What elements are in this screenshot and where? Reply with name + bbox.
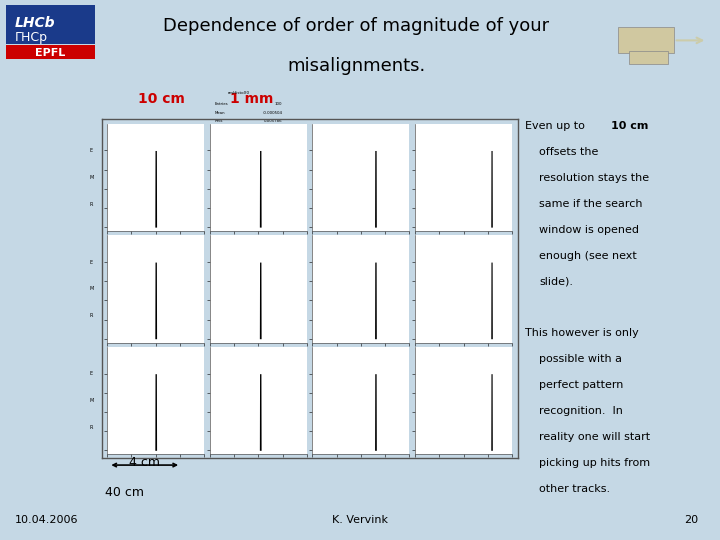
Text: K. Vervink: K. Vervink — [332, 515, 388, 525]
Text: R: R — [90, 201, 93, 207]
Text: 100: 100 — [275, 102, 282, 106]
Bar — [629, 51, 668, 64]
Text: M: M — [90, 286, 94, 292]
Text: LHCb: LHCb — [15, 16, 55, 30]
Text: 10 cm: 10 cm — [138, 92, 185, 105]
Text: E: E — [90, 148, 93, 153]
Text: EPFL: EPFL — [35, 48, 66, 58]
Text: R: R — [90, 313, 93, 318]
Text: R: R — [90, 425, 93, 430]
Bar — [6, 5, 95, 44]
Text: M: M — [90, 398, 94, 403]
Text: Dependence of order of magnitude of your: Dependence of order of magnitude of your — [163, 17, 549, 35]
Text: recognition.  In: recognition. In — [539, 406, 624, 416]
Bar — [618, 27, 674, 53]
Text: reality one will start: reality one will start — [539, 432, 651, 442]
Text: ΓHCp: ΓHCp — [15, 31, 48, 44]
Text: other tracks.: other tracks. — [539, 484, 611, 494]
Text: misalignments.: misalignments. — [287, 57, 426, 75]
Text: resolution stays the: resolution stays the — [539, 173, 649, 183]
Text: E: E — [90, 260, 93, 265]
Text: offsets the: offsets the — [539, 147, 599, 157]
Text: -0.000504: -0.000504 — [263, 111, 282, 115]
Text: 1 mm: 1 mm — [230, 92, 274, 105]
Text: 0.005786: 0.005786 — [264, 119, 282, 123]
Text: 10.04.2006: 10.04.2006 — [14, 515, 78, 525]
Text: Entries: Entries — [215, 102, 228, 106]
Text: Even up to: Even up to — [525, 121, 588, 131]
Text: slide).: slide). — [539, 276, 573, 287]
Text: This however is only: This however is only — [525, 328, 639, 339]
Text: enough (see next: enough (see next — [539, 251, 637, 261]
Text: 4 cm: 4 cm — [129, 456, 161, 469]
Text: resHistoX0: resHistoX0 — [228, 91, 250, 96]
Text: 20: 20 — [684, 515, 698, 525]
Text: M: M — [90, 175, 94, 180]
Text: Mean: Mean — [215, 111, 225, 115]
Text: RMS: RMS — [215, 119, 223, 123]
Bar — [6, 45, 95, 59]
Text: possible with a: possible with a — [539, 354, 622, 364]
Text: 10 cm: 10 cm — [611, 121, 649, 131]
Text: 40 cm: 40 cm — [105, 486, 144, 499]
Text: picking up hits from: picking up hits from — [539, 458, 651, 468]
Text: E: E — [90, 371, 93, 376]
Text: window is opened: window is opened — [539, 225, 639, 235]
Text: same if the search: same if the search — [539, 199, 643, 209]
Text: perfect pattern: perfect pattern — [539, 380, 624, 390]
